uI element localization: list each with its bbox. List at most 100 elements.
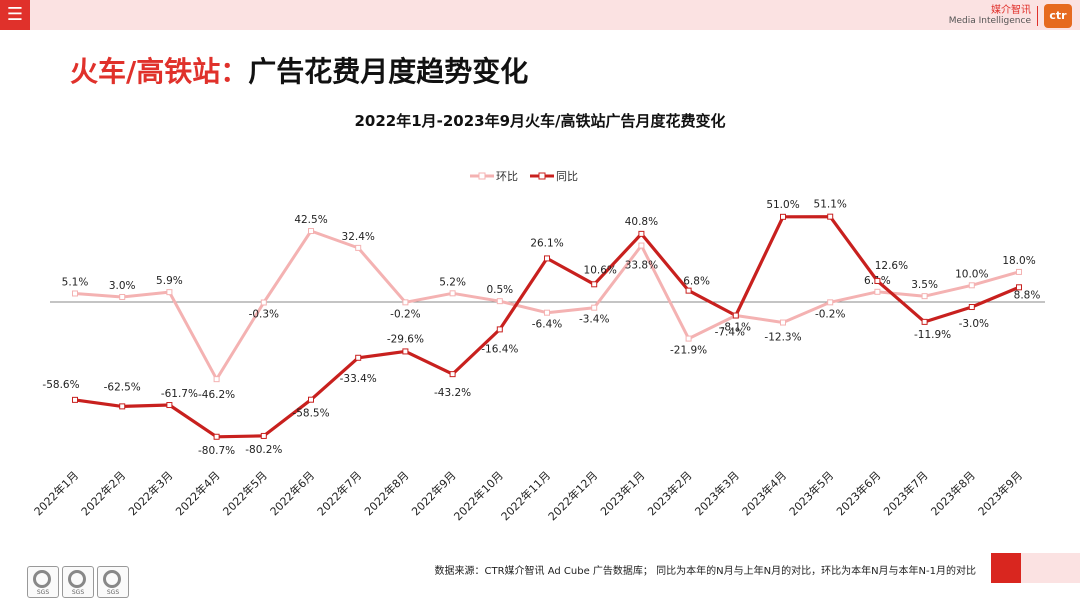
data-label-yoy: 51.0%: [766, 199, 799, 211]
certification-badges: SGS SGS SGS: [27, 566, 129, 598]
data-label-yoy: -3.0%: [959, 318, 989, 330]
data-label-mom: -0.2%: [390, 308, 420, 320]
x-tick-label: 2022年7月: [314, 468, 364, 518]
data-label-mom: 0.5%: [486, 284, 513, 296]
point-yoy: [732, 312, 739, 319]
sgs-label: SGS: [36, 589, 50, 596]
data-label-yoy: 40.8%: [625, 216, 658, 228]
x-tick-label: 2022年8月: [361, 468, 411, 518]
x-tick-label: 2023年3月: [692, 468, 742, 518]
x-tick-label: 2022年10月: [451, 468, 506, 523]
data-label-mom: -21.9%: [670, 345, 707, 357]
data-label-yoy: 6.8%: [683, 276, 710, 288]
point-mom: [355, 244, 362, 251]
brand-name-cn: 媒介智讯: [991, 5, 1031, 16]
data-label-yoy: -43.2%: [434, 387, 471, 399]
sgs-label: SGS: [71, 589, 85, 596]
x-tick-label: 2022年5月: [220, 468, 270, 518]
series-line-mom: [74, 229, 1020, 381]
x-tick-label: 2023年6月: [833, 468, 883, 518]
ctr-logo: ctr: [1044, 4, 1072, 28]
point-mom: [260, 299, 267, 306]
sgs-badge-icon: SGS: [97, 566, 129, 598]
point-mom: [968, 282, 975, 289]
data-label-yoy: 10.6%: [584, 264, 617, 276]
data-label-yoy: -33.4%: [340, 373, 377, 385]
point-mom: [827, 299, 834, 306]
sgs-badge-icon: SGS: [27, 566, 59, 598]
point-mom: [591, 304, 598, 311]
data-label-mom: 5.9%: [156, 275, 183, 287]
legend-marker: [478, 172, 486, 180]
chart-title: 2022年1月-2023年9月火车/高铁站广告月度花费变化: [354, 112, 726, 130]
point-yoy: [638, 230, 645, 237]
point-mom: [402, 299, 409, 306]
x-tick-label: 2023年8月: [928, 468, 978, 518]
sgs-badge-icon: SGS: [62, 566, 94, 598]
point-mom: [119, 293, 126, 300]
data-label-mom: 3.0%: [109, 280, 136, 292]
point-yoy: [119, 403, 126, 410]
point-mom: [638, 242, 645, 249]
point-yoy: [874, 277, 881, 284]
data-label-yoy: 26.1%: [530, 237, 563, 249]
data-label-mom: -0.2%: [815, 308, 845, 320]
menu-icon[interactable]: ☰: [0, 0, 30, 30]
legend-label-yoy: 同比: [556, 170, 578, 183]
data-label-yoy: -61.7%: [161, 388, 198, 400]
x-tick-label: 2022年12月: [545, 468, 600, 523]
data-label-mom: 10.0%: [955, 268, 988, 280]
data-label-mom: -46.2%: [198, 389, 235, 401]
brand-logo-area: 媒介智讯 Media Intelligence ctr: [949, 4, 1072, 28]
data-label-mom: 42.5%: [294, 214, 327, 226]
data-label-yoy: -62.5%: [104, 381, 141, 393]
point-mom: [685, 335, 692, 342]
point-mom: [449, 290, 456, 297]
point-yoy: [449, 371, 456, 378]
data-label-yoy: -58.6%: [42, 379, 79, 391]
legend-marker: [538, 172, 546, 180]
brand-name-en: Media Intelligence: [948, 16, 1031, 26]
footer-pink-block: [1021, 553, 1080, 583]
point-mom: [496, 298, 503, 305]
data-label-yoy: 12.6%: [875, 260, 908, 272]
point-mom: [1016, 268, 1022, 275]
point-mom: [874, 288, 881, 295]
point-yoy: [72, 396, 78, 403]
x-tick-label: 2022年9月: [409, 468, 459, 518]
point-yoy: [827, 213, 834, 220]
data-label-yoy: 51.1%: [814, 199, 847, 211]
point-yoy: [213, 433, 220, 440]
x-tick-label: 2023年4月: [739, 468, 789, 518]
top-bar: [0, 0, 1080, 30]
data-label-yoy: -29.6%: [387, 333, 424, 345]
data-label-yoy: -58.5%: [292, 408, 329, 420]
point-mom: [72, 290, 78, 297]
data-label-mom: 18.0%: [1002, 255, 1035, 267]
point-mom: [308, 228, 314, 235]
x-tick-label: 2022年1月: [31, 468, 81, 518]
point-yoy: [544, 255, 550, 262]
page-title: 火车/高铁站：广告花费月度趋势变化: [70, 50, 528, 90]
data-label-mom: 5.1%: [62, 276, 89, 288]
point-yoy: [496, 326, 503, 333]
data-label-yoy: -80.7%: [198, 445, 235, 457]
point-mom: [166, 289, 173, 296]
data-label-mom: -0.3%: [249, 309, 279, 321]
data-label-yoy: -80.2%: [245, 444, 282, 456]
data-label-mom: 33.8%: [625, 260, 658, 272]
point-yoy: [355, 354, 362, 361]
x-tick-label: 2023年1月: [597, 468, 647, 518]
point-yoy: [402, 348, 409, 355]
data-label-yoy: -7.4%: [715, 327, 745, 339]
point-mom: [213, 376, 220, 383]
point-yoy: [780, 213, 786, 220]
x-tick-label: 2022年3月: [125, 468, 175, 518]
data-label-mom: -3.4%: [579, 314, 609, 326]
point-yoy: [685, 287, 692, 294]
point-yoy: [968, 304, 975, 311]
point-yoy: [591, 281, 598, 288]
data-label-yoy: -16.4%: [481, 343, 518, 355]
point-yoy: [260, 432, 267, 439]
